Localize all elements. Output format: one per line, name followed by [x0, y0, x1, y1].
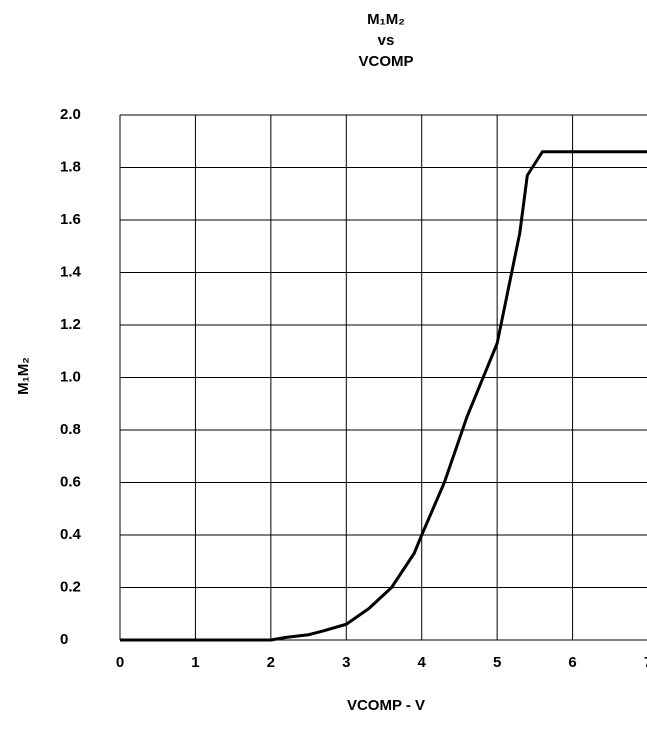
chart-title: VCOMP [358, 53, 413, 70]
y-tick-label: 0.6 [60, 473, 81, 490]
y-tick-label: 1.8 [60, 158, 81, 175]
y-tick-label: 0 [60, 631, 68, 648]
x-tick-label: 3 [342, 654, 350, 671]
y-tick-label: 0.4 [60, 526, 82, 543]
x-tick-label: 2 [267, 654, 275, 671]
chart-title: vs [378, 32, 395, 49]
y-tick-label: 1.0 [60, 368, 81, 385]
y-tick-label: 1.4 [60, 263, 82, 280]
y-tick-label: 0.8 [60, 421, 81, 438]
x-tick-label: 5 [493, 654, 501, 671]
y-tick-label: 1.6 [60, 211, 81, 228]
chart-title: M₁M₂ [367, 11, 405, 28]
y-tick-label: 0.2 [60, 578, 81, 595]
y-tick-label: 1.2 [60, 316, 81, 333]
y-tick-label: 2.0 [60, 106, 81, 123]
x-axis-label: VCOMP - V [347, 697, 425, 714]
y-axis-label: M₁M₂ [15, 357, 32, 395]
x-tick-label: 7 [644, 654, 647, 671]
x-tick-label: 4 [418, 654, 427, 671]
data-line [120, 150, 647, 642]
x-tick-label: 6 [568, 654, 576, 671]
x-tick-label: 1 [191, 654, 199, 671]
x-tick-label: 0 [116, 654, 124, 671]
